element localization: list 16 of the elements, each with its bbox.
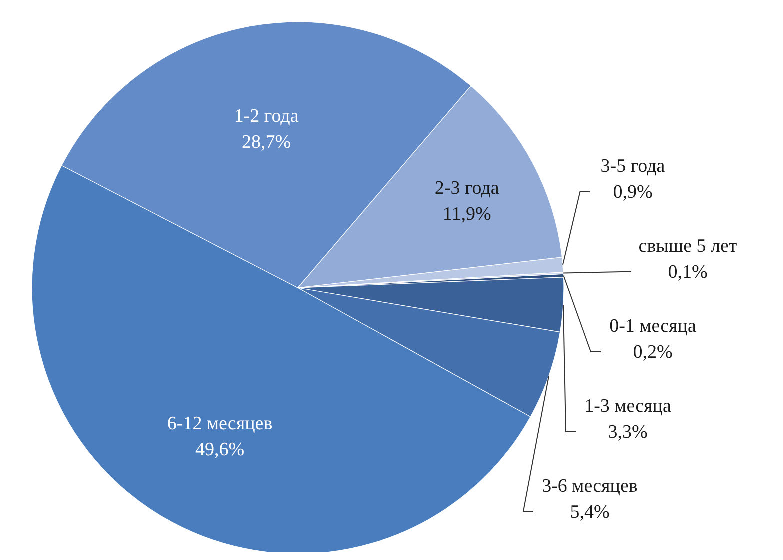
data-label: 0,1% xyxy=(668,262,708,283)
slice-label: 3-6 месяцев xyxy=(542,476,638,497)
data-label: 0,9% xyxy=(613,182,653,203)
data-label: 5,4% xyxy=(570,502,610,523)
data-label: 28,7% xyxy=(242,132,292,154)
data-label: 0,2% xyxy=(633,342,673,363)
slice-label: 0-1 месяца xyxy=(610,316,697,337)
slice-label: 6-12 месяцев xyxy=(167,413,273,434)
slice-label: 1-2 года xyxy=(234,106,300,128)
data-label: 3,3% xyxy=(608,422,648,443)
slice-label: свыше 5 лет xyxy=(638,236,738,257)
slice-label: 3-5 года xyxy=(600,156,666,177)
slice-label: 2-3 года xyxy=(434,178,500,200)
slice-label: 1-3 месяца xyxy=(584,396,672,417)
data-label: 49,6% xyxy=(196,439,245,460)
data-label: 11,9% xyxy=(442,204,492,226)
